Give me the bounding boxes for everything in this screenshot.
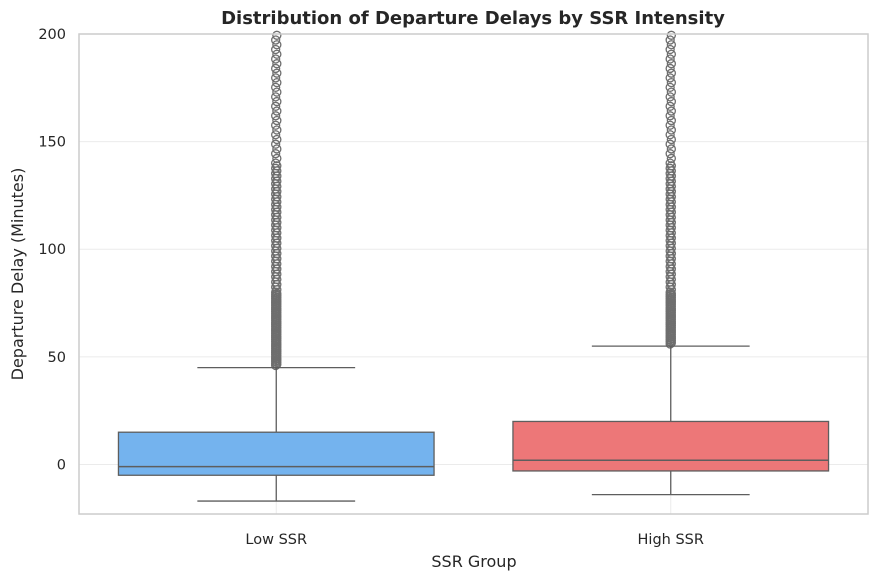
box-body bbox=[117, 431, 435, 476]
outlier-point bbox=[272, 134, 282, 145]
outlier-point bbox=[666, 49, 676, 59]
box-body bbox=[512, 420, 830, 472]
outlier-point bbox=[666, 153, 676, 164]
outlier-point bbox=[270, 54, 281, 64]
outlier-point bbox=[270, 130, 281, 140]
outlier-point bbox=[665, 120, 675, 130]
outlier-point bbox=[666, 134, 676, 145]
outlier-point bbox=[270, 101, 281, 111]
y-tick-label: 100 bbox=[38, 242, 66, 258]
outlier-point bbox=[665, 130, 675, 140]
outlier-point bbox=[270, 44, 281, 55]
outlier-point bbox=[666, 288, 676, 299]
outlier-point bbox=[666, 40, 676, 50]
outlier-point bbox=[272, 144, 282, 154]
outlier-point bbox=[665, 73, 675, 83]
outlier-point bbox=[270, 139, 281, 149]
x-axis-ticks: Low SSR High SSR bbox=[245, 532, 704, 548]
outlier-point bbox=[666, 144, 676, 154]
y-tick-label: 150 bbox=[38, 135, 66, 151]
box-low-ssr bbox=[117, 30, 435, 502]
outlier-point bbox=[665, 158, 675, 168]
outlier-point bbox=[270, 120, 281, 130]
outlier-point bbox=[272, 77, 282, 88]
outlier-point bbox=[665, 92, 675, 102]
y-tick-label: 0 bbox=[57, 457, 66, 473]
outlier-point bbox=[272, 153, 282, 164]
outlier-point bbox=[270, 63, 281, 74]
outlier-point bbox=[665, 111, 675, 121]
y-tick-label: 50 bbox=[48, 350, 66, 366]
outlier-point bbox=[666, 59, 676, 69]
outlier-point bbox=[272, 106, 282, 116]
outlier-point bbox=[665, 139, 675, 149]
outlier-point bbox=[272, 49, 282, 59]
outlier-point bbox=[272, 30, 282, 40]
outlier-point bbox=[272, 40, 282, 50]
outlier-point bbox=[666, 115, 676, 126]
plot-frame bbox=[78, 33, 869, 515]
outlier-point bbox=[665, 44, 675, 55]
outlier-point bbox=[665, 149, 675, 159]
outlier-points bbox=[270, 30, 282, 371]
outlier-point bbox=[665, 54, 675, 64]
outlier-point bbox=[272, 96, 282, 107]
outlier-point bbox=[666, 68, 676, 78]
outlier-point bbox=[666, 125, 676, 135]
outlier-point bbox=[272, 288, 282, 299]
outlier-point bbox=[272, 87, 282, 97]
outlier-point bbox=[272, 125, 282, 135]
outlier-point bbox=[272, 59, 282, 69]
outlier-point bbox=[270, 82, 281, 93]
outlier-point bbox=[666, 106, 676, 116]
outlier-point bbox=[270, 111, 281, 121]
outlier-point bbox=[666, 96, 676, 107]
outlier-point bbox=[270, 73, 281, 83]
box-series bbox=[117, 30, 830, 502]
outlier-point bbox=[666, 87, 676, 97]
y-tick-label: 200 bbox=[38, 27, 66, 43]
y-axis-label: Departure Delay (Minutes) bbox=[8, 168, 27, 381]
x-tick-label: Low SSR bbox=[245, 532, 307, 548]
outlier-point bbox=[270, 35, 281, 45]
x-tick-label: High SSR bbox=[638, 532, 704, 548]
outlier-points bbox=[665, 30, 676, 349]
outlier-point bbox=[270, 92, 281, 102]
box-high-ssr bbox=[512, 30, 830, 496]
outlier-point bbox=[270, 149, 281, 159]
chart-title: Distribution of Departure Delays by SSR … bbox=[221, 8, 725, 29]
outlier-point bbox=[666, 77, 676, 88]
outlier-point bbox=[272, 115, 282, 126]
outlier-point bbox=[665, 101, 675, 111]
y-axis-ticks: 0 50 100 150 200 bbox=[38, 27, 66, 473]
outlier-point bbox=[272, 68, 282, 78]
outlier-point bbox=[665, 63, 675, 74]
outlier-point bbox=[665, 82, 675, 93]
outlier-point bbox=[270, 158, 281, 168]
outlier-point bbox=[665, 35, 675, 45]
outlier-point bbox=[666, 30, 676, 40]
x-axis-label: SSR Group bbox=[431, 552, 516, 571]
